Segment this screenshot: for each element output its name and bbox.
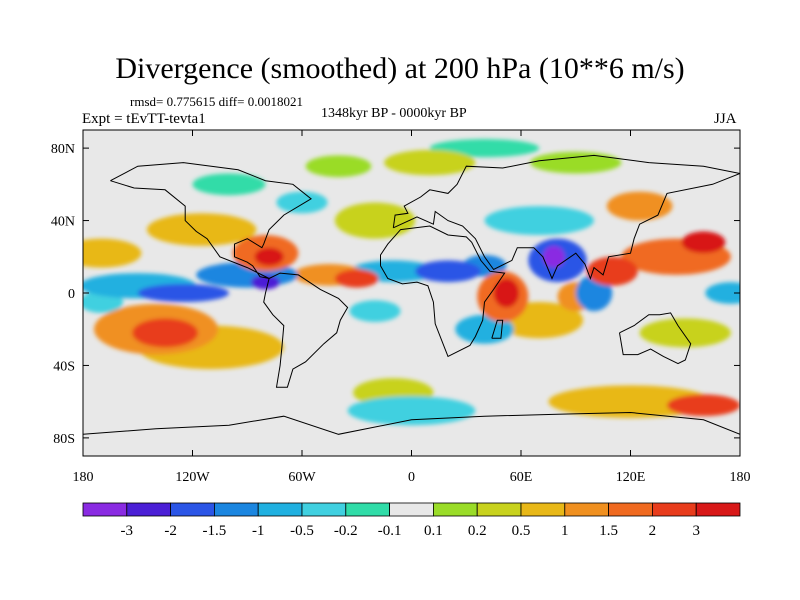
lon-tick-label: 60E — [510, 470, 533, 485]
colorbar-label: 0.5 — [512, 523, 531, 539]
colorbar-swatch — [432, 502, 478, 517]
lat-tick-label: 0 — [68, 287, 75, 302]
colorbar-swatch — [520, 502, 566, 517]
anomaly-region — [681, 231, 726, 254]
colorbar-swatch — [476, 502, 522, 517]
lon-tick-label: 120E — [616, 470, 646, 485]
experiment-label: Expt = tEvTT-tevta1 — [82, 111, 206, 127]
anomaly-region — [667, 394, 740, 417]
colorbar-label: -0.5 — [290, 523, 314, 539]
colorbar-swatch — [301, 502, 347, 517]
colorbar-label: 1.5 — [599, 523, 618, 539]
colorbar-swatch — [126, 502, 172, 517]
colorbar-label: -0.2 — [334, 523, 358, 539]
colorbar-swatch — [564, 502, 609, 517]
colorbar-label: 3 — [692, 523, 700, 539]
lon-tick-label: 0 — [408, 470, 415, 485]
anomaly-region — [334, 269, 379, 288]
coastline — [619, 312, 692, 365]
colorbar-label: 0.2 — [468, 523, 487, 539]
colorbar-swatch — [652, 502, 697, 517]
colorbar-label: -3 — [121, 523, 134, 539]
colorbar-swatch — [389, 502, 434, 517]
lon-tick-label: 180 — [73, 470, 94, 485]
colorbar-label: -1 — [252, 523, 265, 539]
season-label: JJA — [714, 111, 737, 127]
lon-tick-label: 180 — [730, 470, 751, 485]
colorbar-label: 0.1 — [424, 523, 443, 539]
lat-tick-label: 80N — [51, 142, 75, 157]
anomaly-region — [415, 260, 481, 283]
coastline — [380, 225, 506, 358]
colorbar-swatch — [170, 502, 215, 517]
colorbar-label: 1 — [561, 523, 569, 539]
colorbar-swatch — [345, 502, 390, 517]
anomaly-region — [137, 283, 229, 303]
anomaly-region — [305, 155, 372, 178]
anomaly-region — [586, 256, 638, 286]
anomaly-region — [334, 202, 416, 239]
coastline — [392, 154, 740, 280]
colorbar-swatch — [695, 502, 741, 517]
colorbar-label: -0.1 — [378, 523, 402, 539]
colorbar-label: -1.5 — [203, 523, 227, 539]
lon-tick-label: 120W — [175, 470, 210, 485]
coastline — [491, 319, 504, 339]
lat-tick-label: 40S — [53, 359, 75, 374]
coastline — [263, 272, 349, 388]
anomaly-region — [146, 213, 257, 246]
anomaly-region — [192, 173, 266, 196]
chart-title: Divergence (smoothed) at 200 hPa (10**6 … — [115, 52, 685, 85]
lat-tick-label: 40N — [51, 215, 75, 230]
anomaly-region — [349, 300, 401, 322]
anomaly-region — [493, 278, 520, 308]
anomaly-region — [455, 314, 514, 344]
colorbar-swatch — [257, 502, 303, 517]
anomaly-region — [83, 238, 142, 268]
anomaly-region — [132, 318, 198, 348]
coastline — [110, 162, 312, 279]
coastline — [83, 411, 740, 435]
anomaly-region — [276, 191, 328, 214]
anomaly-region — [484, 206, 594, 236]
anomaly-region — [530, 151, 622, 174]
anomaly-region — [254, 247, 284, 266]
colorbar-swatch — [82, 502, 128, 517]
colorbar-label: 2 — [649, 523, 657, 539]
anomaly-region — [542, 245, 565, 268]
colorbar-label: -2 — [164, 523, 177, 539]
lon-tick-label: 60W — [288, 470, 316, 485]
anomaly-region — [384, 149, 476, 176]
stats-text: rmsd= 0.775615 diff= 0.0018021 — [130, 94, 303, 109]
anomaly-region — [347, 396, 476, 426]
anomaly-region — [639, 318, 731, 348]
anomaly-region — [606, 191, 673, 221]
period-text: 1348kyr BP - 0000kyr BP — [321, 106, 467, 121]
colorbar-swatch — [213, 502, 259, 517]
anomaly-region — [705, 282, 740, 304]
colorbar-swatch — [608, 502, 653, 517]
anomaly-region — [250, 274, 281, 290]
lat-tick-label: 80S — [53, 432, 75, 447]
